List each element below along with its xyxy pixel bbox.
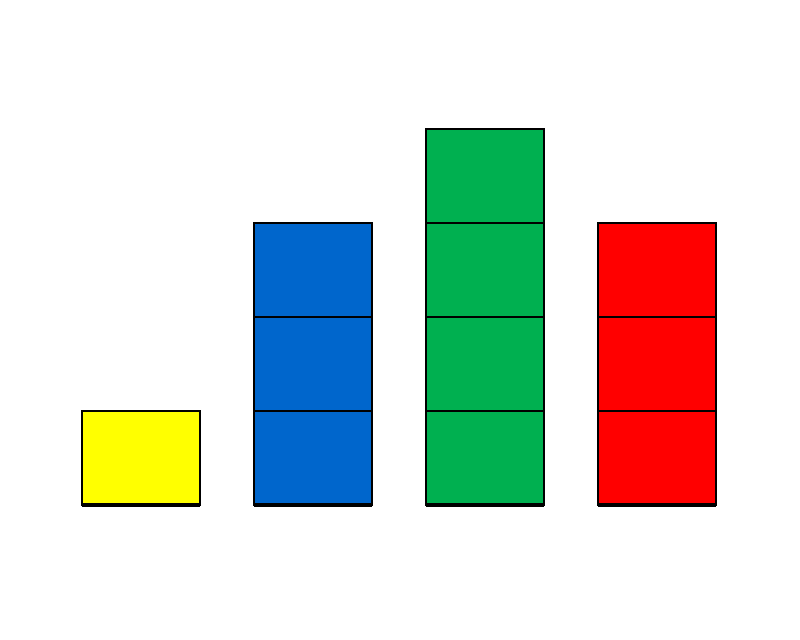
bar-1-block-1 (81, 410, 201, 506)
bar-4-block-3 (597, 222, 717, 318)
bar-3-block-4 (425, 128, 545, 224)
bar-2-block-1 (253, 410, 373, 506)
bar-3-block-2 (425, 316, 545, 412)
bar-column-3 (425, 128, 545, 507)
bar-column-1 (81, 410, 201, 507)
bar-4-block-1 (597, 410, 717, 506)
bar-2-block-3 (253, 222, 373, 318)
bar-2-block-2 (253, 316, 373, 412)
bar-column-4 (597, 222, 717, 507)
bar-4-block-2 (597, 316, 717, 412)
bar-3-block-3 (425, 222, 545, 318)
bars-group (81, 128, 717, 507)
bar-column-2 (253, 222, 373, 507)
bar-3-block-1 (425, 410, 545, 506)
